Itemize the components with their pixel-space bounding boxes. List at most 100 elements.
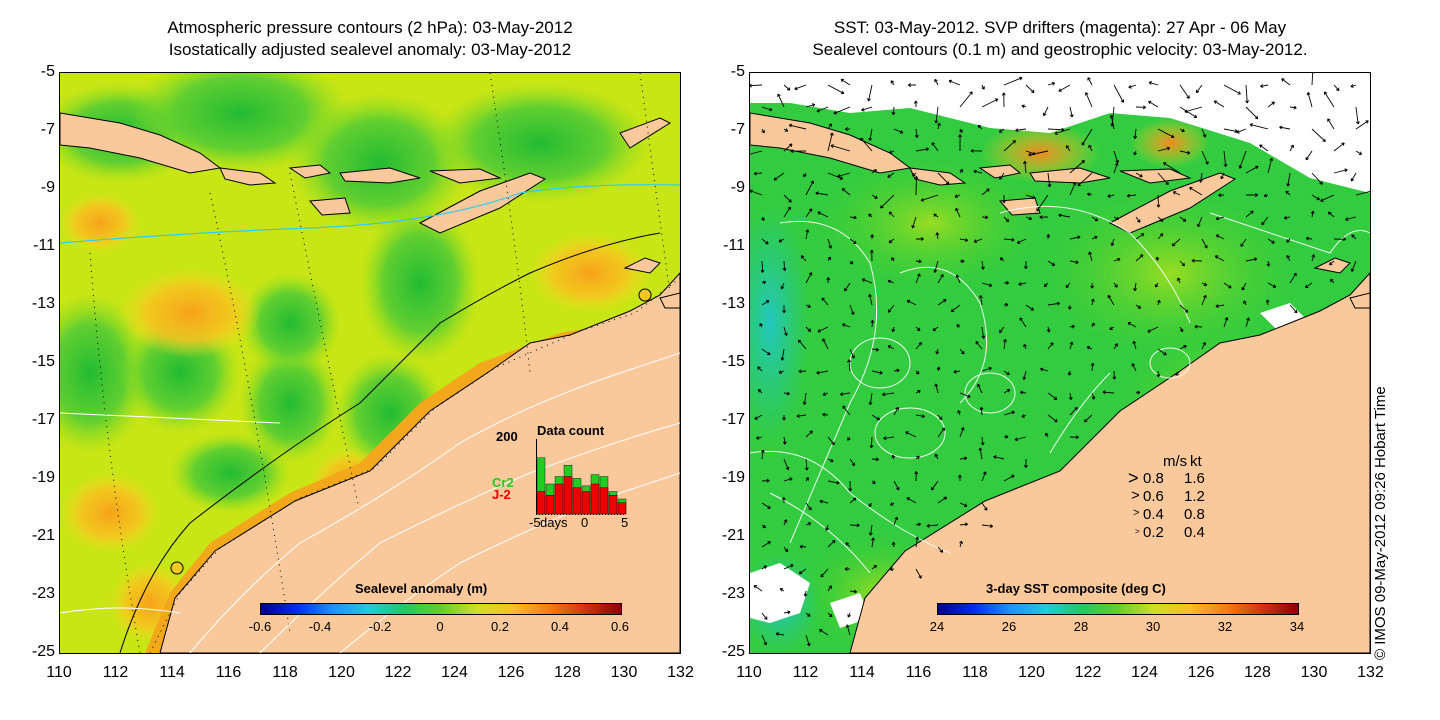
velocity-vector <box>954 194 961 198</box>
velocity-vector <box>797 339 807 350</box>
velocity-vector <box>1245 317 1250 328</box>
velocity-vector <box>783 84 791 91</box>
velocity-vector <box>1238 150 1247 169</box>
velocity-vector <box>869 436 874 449</box>
velocity-vector <box>1177 277 1181 284</box>
velocity-vector <box>915 259 922 264</box>
velocity-vector <box>1327 118 1335 130</box>
velocity-vector <box>1086 192 1093 197</box>
velocity-vector <box>782 436 787 445</box>
velocity-vector <box>1045 432 1049 438</box>
longitude-tick-label: 126 <box>497 664 525 681</box>
velocity-vector <box>1350 172 1357 182</box>
velocity-vector <box>848 480 853 492</box>
velocity-vector <box>1333 84 1340 92</box>
velocity-vector <box>840 78 851 86</box>
velocity-vector <box>1046 326 1051 333</box>
velocity-vector <box>849 238 857 245</box>
velocity-vector <box>1022 370 1027 380</box>
latitude-tick-label: -9 <box>40 179 55 196</box>
velocity-vector <box>1286 238 1291 243</box>
velocity-vector <box>1323 91 1335 108</box>
velocity-vector <box>1265 299 1270 306</box>
inset-histogram <box>536 439 627 515</box>
velocity-vector <box>798 568 807 575</box>
colorbar-tick-label: -0.2 <box>368 619 392 634</box>
latitude-tick-label: -11 <box>33 237 55 254</box>
velocity-vector <box>915 536 920 548</box>
velocity-vector <box>1090 298 1095 306</box>
longitude-tick-label: 120 <box>1018 664 1045 681</box>
velocity-vector <box>950 304 961 313</box>
longitude-tick-label: 130 <box>610 664 638 681</box>
velocity-vector <box>936 366 941 372</box>
velocity-vector <box>1003 280 1010 285</box>
velocity-vector <box>775 632 785 636</box>
velocity-vector <box>1179 260 1185 267</box>
velocity-vector <box>819 499 829 504</box>
velocity-vector <box>1126 193 1137 198</box>
velocity-vector <box>1311 254 1316 262</box>
velocity-vector <box>905 431 917 438</box>
velocity-vector <box>1128 84 1137 89</box>
velocity-vector <box>959 502 968 508</box>
velocity-vector <box>1069 341 1074 350</box>
velocity-vector <box>1086 345 1093 350</box>
velocity-vector <box>958 134 962 152</box>
velocity-vector <box>935 232 940 240</box>
velocity-vector <box>783 546 789 553</box>
velocity-vector <box>1090 362 1095 372</box>
velocity-vector <box>999 172 1005 180</box>
velocity-vector <box>868 392 873 406</box>
velocity-vector <box>754 414 763 420</box>
velocity-vector <box>827 612 833 618</box>
velocity-vector <box>805 612 811 617</box>
velocity-vector <box>783 194 792 203</box>
velocity-vector <box>783 519 788 526</box>
velocity-vector <box>1088 144 1093 152</box>
velocity-vector <box>1088 251 1093 262</box>
velocity-vector <box>981 471 987 482</box>
velocity-vector <box>847 359 851 372</box>
velocity-vector <box>827 256 832 262</box>
velocity-vector <box>1019 317 1027 328</box>
velocity-vector <box>1001 92 1006 108</box>
velocity-vector <box>860 137 873 152</box>
longitude-tick-label: 128 <box>1244 664 1271 681</box>
velocity-vector <box>1179 216 1187 222</box>
velocity-vector <box>1058 213 1071 218</box>
sealevel-contours <box>750 205 1370 574</box>
velocity-vector <box>1214 255 1225 262</box>
velocity-vector <box>980 436 985 446</box>
velocity-vector <box>1113 216 1119 221</box>
velocity-vector <box>893 128 904 134</box>
velocity-vector <box>981 98 999 108</box>
velocity-vector <box>816 106 829 113</box>
velocity-ms-value: 0.8 <box>1143 470 1164 487</box>
velocity-vector <box>981 188 990 196</box>
velocity-vector <box>759 323 763 328</box>
imos-credit: © IMOS 09-May-2012 09:26 Hobart Time <box>1372 386 1389 660</box>
longitude-tick-label: 128 <box>554 664 581 681</box>
velocity-vector <box>1102 390 1115 395</box>
velocity-vector <box>926 523 939 528</box>
velocity-vector <box>1003 338 1007 350</box>
velocity-ms-value: 0.2 <box>1143 524 1164 541</box>
colorbar-tick-label: -0.4 <box>308 619 332 634</box>
velocity-vector <box>973 169 983 174</box>
velocity-vector <box>1135 105 1146 110</box>
velocity-vector <box>891 106 896 116</box>
velocity-vector <box>1241 282 1247 291</box>
velocity-vector <box>1305 150 1313 161</box>
velocity-vector <box>780 348 785 361</box>
velocity-vector <box>871 537 875 548</box>
velocity-vector <box>870 234 875 240</box>
velocity-vector <box>937 122 941 130</box>
velocity-vector <box>817 326 829 333</box>
velocity-vector <box>935 348 940 355</box>
velocity-vector <box>1003 410 1015 416</box>
velocity-vector <box>1069 324 1075 329</box>
velocity-vector <box>1003 302 1009 307</box>
right-title-line1: SST: 03-May-2012. SVP drifters (magenta)… <box>833 18 1287 37</box>
velocity-vector <box>761 280 767 285</box>
